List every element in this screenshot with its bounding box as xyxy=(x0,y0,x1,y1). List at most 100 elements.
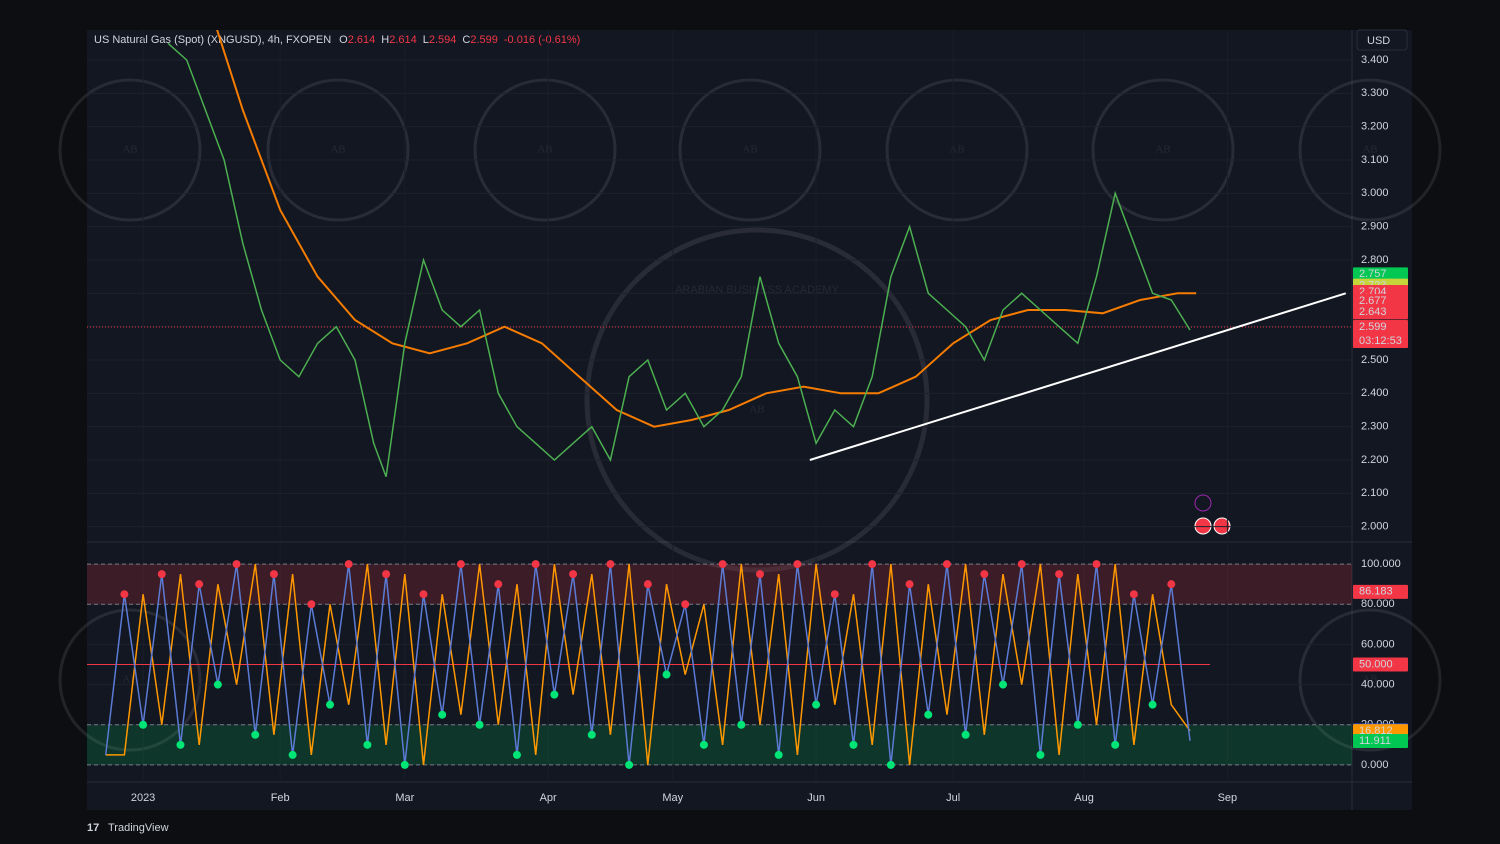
turn-dot xyxy=(195,580,204,589)
price-tag-label: 86.183 xyxy=(1359,586,1393,598)
y-tick-label: 3.400 xyxy=(1361,54,1389,66)
watermark-ring xyxy=(58,608,202,752)
event-icon[interactable] xyxy=(1194,494,1212,512)
y-tick-label: 2.300 xyxy=(1361,421,1389,433)
turn-dot xyxy=(643,580,652,589)
symbol: US Natural Gas (Spot) (XNGUSD), 4h, FXOP… xyxy=(94,34,331,46)
watermark-mark: AB xyxy=(949,144,964,156)
price-tag-label: 2.677 xyxy=(1359,295,1387,307)
event-icon[interactable] xyxy=(1213,517,1231,535)
y-tick-label: 2.800 xyxy=(1361,254,1389,266)
symbol-header: US Natural Gas (Spot) (XNGUSD), 4h, FXOP… xyxy=(94,34,580,46)
turn-dot xyxy=(587,730,596,739)
turn-dot xyxy=(400,760,409,769)
y-tick-label: 2.900 xyxy=(1361,221,1389,233)
turn-dot xyxy=(307,600,316,609)
x-tick-label: Mar xyxy=(395,792,414,804)
oscillator-line xyxy=(105,563,1191,765)
trendline xyxy=(809,292,1347,461)
price-tag-label: 2.757 xyxy=(1359,268,1387,280)
ohlc-key: H xyxy=(381,34,389,46)
watermark-mark: AB xyxy=(537,144,552,156)
turn-dot xyxy=(1017,560,1026,569)
turn-dot xyxy=(718,560,727,569)
turn-dot xyxy=(1111,740,1120,749)
turn-dot xyxy=(550,690,559,699)
y-tick-label: 2.400 xyxy=(1361,387,1389,399)
watermark-mark: AB xyxy=(330,144,345,156)
turn-dot xyxy=(1055,570,1064,579)
turn-dot xyxy=(905,580,914,589)
turn-dot xyxy=(1167,580,1176,589)
x-tick-label: Feb xyxy=(271,792,290,804)
watermark-ring xyxy=(266,78,410,222)
turn-dot xyxy=(1148,700,1157,709)
x-tick-label: Aug xyxy=(1074,792,1094,804)
turn-dot xyxy=(475,720,484,729)
turn-dot xyxy=(681,600,690,609)
turn-dot xyxy=(326,700,335,709)
turn-dot xyxy=(1073,720,1082,729)
price-tag xyxy=(1353,267,1408,282)
price-tag-label: 11.911 xyxy=(1359,735,1391,747)
price-tag-label: 2.643 xyxy=(1359,306,1387,318)
zone-band xyxy=(87,724,1352,765)
watermark-ring xyxy=(584,227,930,573)
brand: TradingView xyxy=(108,822,169,834)
price-tag xyxy=(1353,657,1408,672)
x-tick-label: May xyxy=(662,792,683,804)
turn-dot xyxy=(774,750,783,759)
ohlc-value: 2.599 xyxy=(470,34,498,46)
y-tick-label: 2.500 xyxy=(1361,354,1389,366)
turn-dot xyxy=(139,720,148,729)
x-tick-label: Jun xyxy=(807,792,825,804)
turn-dot xyxy=(569,570,578,579)
y-tick-label: 2.100 xyxy=(1361,487,1389,499)
turn-dot xyxy=(737,720,746,729)
turn-dot xyxy=(999,680,1008,689)
turn-dot xyxy=(793,560,802,569)
y-tick-label: 3.200 xyxy=(1361,121,1389,133)
price-tag xyxy=(1353,584,1408,599)
price-tag-label: 50.000 xyxy=(1359,658,1393,670)
turn-dot xyxy=(120,590,129,599)
watermark-mark: AB xyxy=(1362,674,1377,686)
turn-dot xyxy=(1092,560,1101,569)
y-tick-label: 40.000 xyxy=(1361,679,1395,691)
turn-dot xyxy=(363,740,372,749)
turn-dot xyxy=(942,560,951,569)
watermark-mark: AB xyxy=(749,404,764,416)
y-tick-label: 3.100 xyxy=(1361,154,1389,166)
turn-dot xyxy=(419,590,428,599)
watermark-ring xyxy=(1298,78,1442,222)
turn-dot xyxy=(494,580,503,589)
turn-dot xyxy=(606,560,615,569)
turn-dot xyxy=(961,730,970,739)
price-line xyxy=(167,42,1191,477)
watermark-mark: AB xyxy=(1362,144,1377,156)
currency: USD xyxy=(1367,35,1390,47)
turn-dot xyxy=(269,570,278,579)
y-tick-label: 60.000 xyxy=(1361,638,1395,650)
change: -0.016 (-0.61%) xyxy=(504,34,580,46)
y-tick-label: 3.300 xyxy=(1361,87,1389,99)
turn-dot xyxy=(251,730,260,739)
turn-dot xyxy=(886,760,895,769)
turn-dot xyxy=(512,750,521,759)
turn-dot xyxy=(868,560,877,569)
y-tick-label: 80.000 xyxy=(1361,598,1395,610)
turn-dot xyxy=(980,570,989,579)
y-tick-label: 2.200 xyxy=(1361,454,1389,466)
watermark-ring xyxy=(58,78,202,222)
ohlc-key: O xyxy=(339,34,348,46)
watermark-ring xyxy=(1298,608,1442,752)
turn-dot xyxy=(157,570,166,579)
price-tag-label: 2.599 xyxy=(1359,321,1387,333)
event-icon[interactable] xyxy=(1194,517,1212,535)
currency-box[interactable] xyxy=(1356,29,1408,51)
turn-dot xyxy=(924,710,933,719)
watermark-mark: AB xyxy=(122,144,137,156)
y-tick-label: 2.000 xyxy=(1361,521,1389,533)
turn-dot xyxy=(1129,590,1138,599)
turn-dot xyxy=(382,570,391,579)
